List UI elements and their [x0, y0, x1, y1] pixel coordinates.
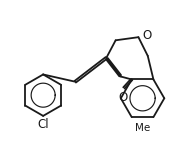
Text: O: O [142, 29, 151, 42]
Text: O: O [118, 91, 127, 104]
Text: Cl: Cl [37, 118, 49, 131]
Text: Me: Me [135, 122, 150, 133]
